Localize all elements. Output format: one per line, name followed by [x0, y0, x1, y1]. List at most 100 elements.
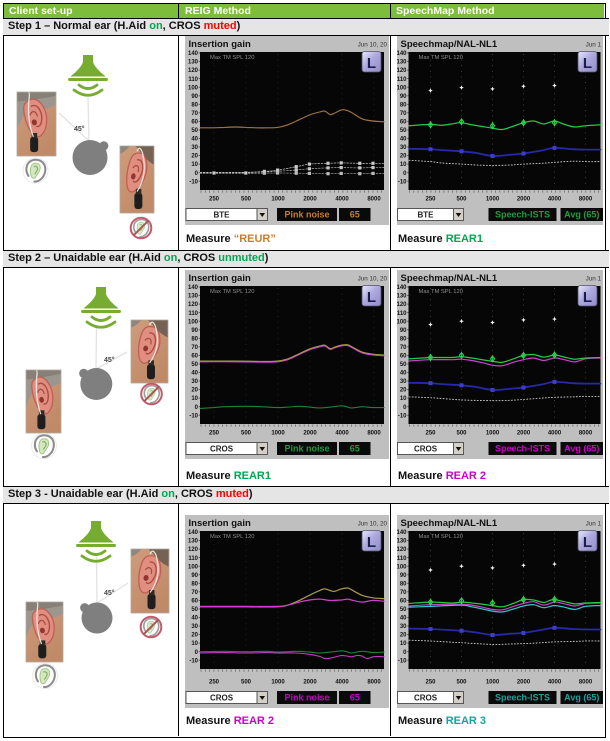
svg-text:90: 90: [399, 94, 406, 100]
svg-text:0: 0: [403, 650, 407, 656]
svg-text:4000: 4000: [335, 196, 349, 202]
svg-text:140: 140: [397, 285, 407, 291]
svg-text:8000: 8000: [367, 679, 381, 685]
svg-text:100: 100: [188, 319, 199, 325]
svg-text:Avg (65): Avg (65): [564, 693, 599, 703]
svg-text:0: 0: [195, 650, 199, 656]
svg-text:1000: 1000: [485, 430, 499, 436]
svg-text:Max TM SPL 120: Max TM SPL 120: [418, 534, 462, 540]
svg-text:8000: 8000: [367, 196, 381, 202]
svg-text:500: 500: [456, 679, 467, 685]
svg-text:4000: 4000: [547, 679, 561, 685]
svg-text:30: 30: [191, 379, 198, 385]
svg-text:2000: 2000: [303, 679, 317, 685]
svg-text:70: 70: [399, 111, 406, 117]
svg-text:Pink noise: Pink noise: [284, 210, 329, 220]
svg-text:80: 80: [399, 102, 406, 108]
svg-text:90: 90: [191, 94, 198, 100]
svg-text:8000: 8000: [367, 430, 381, 436]
svg-text:65: 65: [350, 444, 360, 454]
svg-text:130: 130: [188, 539, 199, 545]
svg-text:110: 110: [397, 77, 407, 83]
svg-text:60: 60: [399, 120, 406, 126]
svg-text:-10: -10: [397, 658, 406, 664]
svg-text:70: 70: [191, 590, 198, 596]
svg-text:Jun 1: Jun 1: [585, 42, 601, 49]
svg-text:50: 50: [191, 128, 198, 134]
svg-text:2000: 2000: [516, 679, 530, 685]
svg-text:30: 30: [399, 379, 406, 385]
svg-text:45°: 45°: [104, 356, 115, 364]
svg-text:500: 500: [241, 430, 252, 436]
svg-text:Insertion gain: Insertion gain: [189, 273, 251, 284]
svg-text:500: 500: [456, 430, 467, 436]
svg-text:90: 90: [399, 573, 406, 579]
svg-text:500: 500: [456, 196, 467, 202]
svg-text:0: 0: [195, 405, 199, 411]
svg-text:Max TM SPL 120: Max TM SPL 120: [210, 534, 254, 540]
svg-text:130: 130: [397, 60, 407, 66]
svg-text:65: 65: [350, 210, 360, 220]
svg-text:80: 80: [191, 336, 198, 342]
svg-text:Max TM SPL 120: Max TM SPL 120: [418, 289, 462, 295]
svg-text:8000: 8000: [578, 196, 592, 202]
svg-text:20: 20: [191, 633, 198, 639]
svg-text:20: 20: [399, 154, 406, 160]
svg-text:500: 500: [241, 196, 252, 202]
svg-text:Avg (65): Avg (65): [564, 210, 599, 220]
svg-text:2000: 2000: [303, 430, 317, 436]
svg-text:110: 110: [397, 556, 407, 562]
svg-text:80: 80: [191, 581, 198, 587]
svg-text:20: 20: [399, 388, 406, 394]
svg-text:250: 250: [425, 679, 436, 685]
svg-text:20: 20: [191, 154, 198, 160]
svg-text:50: 50: [191, 607, 198, 613]
svg-text:60: 60: [191, 354, 198, 360]
svg-text:10: 10: [191, 396, 198, 402]
svg-text:60: 60: [191, 599, 198, 605]
svg-text:40: 40: [191, 371, 198, 377]
svg-text:8000: 8000: [578, 430, 592, 436]
svg-text:Pink noise: Pink noise: [284, 444, 329, 454]
svg-text:100: 100: [397, 564, 407, 570]
svg-text:Avg (65): Avg (65): [564, 444, 599, 454]
svg-text:45°: 45°: [104, 589, 115, 597]
svg-text:1000: 1000: [485, 679, 499, 685]
svg-text:Jun 10, 20: Jun 10, 20: [358, 521, 388, 528]
svg-text:CROS: CROS: [210, 445, 234, 454]
svg-text:0: 0: [195, 171, 199, 177]
svg-text:20: 20: [399, 633, 406, 639]
svg-text:140: 140: [188, 285, 199, 291]
svg-text:CROS: CROS: [210, 694, 234, 703]
svg-text:-10: -10: [397, 413, 406, 419]
svg-text:110: 110: [188, 556, 198, 562]
svg-text:100: 100: [397, 85, 407, 91]
svg-text:Insertion gain: Insertion gain: [189, 39, 251, 50]
svg-text:8000: 8000: [578, 679, 592, 685]
svg-text:40: 40: [191, 616, 198, 622]
svg-text:110: 110: [188, 77, 198, 83]
svg-text:70: 70: [399, 590, 406, 596]
svg-text:20: 20: [191, 388, 198, 394]
svg-text:L: L: [582, 534, 591, 551]
svg-text:110: 110: [188, 311, 198, 317]
svg-text:10: 10: [399, 162, 406, 168]
svg-text:250: 250: [425, 196, 436, 202]
svg-text:Jun 1: Jun 1: [585, 521, 601, 528]
svg-text:-10: -10: [189, 413, 198, 419]
svg-text:Speech-ISTS: Speech-ISTS: [494, 444, 549, 454]
svg-text:45°: 45°: [74, 125, 85, 133]
svg-text:4000: 4000: [335, 430, 349, 436]
svg-text:120: 120: [188, 68, 199, 74]
svg-text:L: L: [582, 55, 591, 72]
svg-text:40: 40: [399, 137, 406, 143]
svg-text:80: 80: [191, 102, 198, 108]
svg-text:250: 250: [425, 430, 436, 436]
svg-text:70: 70: [191, 345, 198, 351]
svg-text:50: 50: [399, 607, 406, 613]
svg-text:Max TM SPL 120: Max TM SPL 120: [210, 289, 254, 295]
svg-text:30: 30: [399, 145, 406, 151]
svg-text:500: 500: [241, 679, 252, 685]
svg-text:130: 130: [188, 60, 199, 66]
svg-text:CROS: CROS: [413, 694, 437, 703]
